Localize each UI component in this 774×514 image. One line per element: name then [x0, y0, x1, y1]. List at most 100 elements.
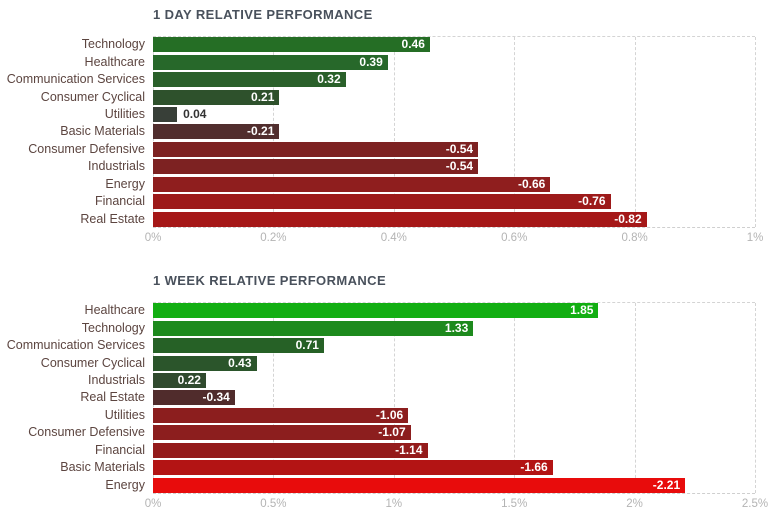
bar[interactable]: 0.32: [153, 72, 346, 88]
category-label: Real Estate: [80, 390, 145, 405]
bar-value-label: 0.71: [295, 338, 319, 353]
category-label: Energy: [105, 176, 145, 191]
x-axis-tick-label: 0.6%: [501, 232, 528, 244]
category-label: Utilities: [104, 407, 145, 422]
bar-value-label: 0.46: [401, 37, 425, 52]
bar[interactable]: 0.71: [153, 338, 324, 354]
chart-1week-performance: 1 WEEK RELATIVE PERFORMANCE Healthcare 1.…: [0, 273, 774, 514]
category-label: Consumer Cyclical: [40, 89, 145, 104]
category-label: Communication Services: [6, 338, 145, 353]
bar-value-label: -0.54: [445, 141, 474, 156]
bar-rows: Technology 0.46 Healthcare 0.39 Communicatio…: [7, 36, 755, 228]
plot-area: Healthcare 1.85 Technology 1.33 Communicatio…: [0, 302, 774, 514]
bar-value-label: -2.21: [652, 477, 681, 492]
chart-title: 1 DAY RELATIVE PERFORMANCE: [153, 7, 373, 22]
bar-row: Basic Materials -1.66: [60, 459, 755, 476]
bar-value-label: 0.39: [359, 54, 383, 69]
bar-value-label: -1.14: [395, 442, 423, 457]
bar-value-label: -1.07: [378, 425, 406, 440]
bar-value-label: -0.54: [445, 159, 474, 174]
bar-row: Industrials 0.22: [88, 372, 755, 389]
bar[interactable]: -1.14: [153, 442, 428, 458]
bar-row: Basic Materials -0.21: [60, 123, 755, 140]
bar[interactable]: [153, 107, 178, 123]
category-label: Industrials: [88, 159, 145, 174]
bar[interactable]: -1.07: [153, 425, 411, 441]
x-axis-tick-label: 2%: [626, 498, 643, 510]
chart-title: 1 WEEK RELATIVE PERFORMANCE: [153, 273, 387, 288]
chart-1day-performance: 1 DAY RELATIVE PERFORMANCE Technology 0.4…: [0, 7, 774, 248]
bar[interactable]: 0.43: [153, 355, 257, 371]
bar[interactable]: 1.85: [153, 303, 599, 319]
bar[interactable]: 0.39: [153, 54, 388, 70]
bar[interactable]: -1.66: [153, 460, 553, 476]
bar[interactable]: 1.33: [153, 320, 474, 336]
bar-value-label: -0.21: [247, 124, 275, 139]
bar[interactable]: -0.66: [153, 176, 551, 192]
bar[interactable]: -1.06: [153, 407, 409, 423]
x-axis-tick-label: 0.4%: [380, 232, 407, 244]
bar-row: Industrials -0.54: [88, 158, 755, 175]
category-label: Financial: [94, 442, 145, 457]
category-label: Financial: [94, 194, 145, 209]
bar-value-label: 1.85: [570, 303, 594, 318]
x-axis: 0% 0.5% 1% 1.5% 2% 2.5%: [145, 494, 768, 514]
bar-value-label: 0.43: [228, 355, 252, 370]
bar-value-label: 1.33: [444, 320, 469, 335]
bar-value-label: -0.66: [517, 176, 546, 191]
bar-row: Utilities -1.06: [105, 407, 755, 424]
bar-row: Energy -2.21: [105, 477, 755, 494]
category-label: Technology: [81, 37, 145, 52]
bar-value-label: 0.04: [183, 107, 207, 122]
bar-row: Healthcare 0.39: [85, 53, 755, 70]
category-label: Real Estate: [80, 211, 145, 226]
x-axis: 0% 0.2% 0.4% 0.6% 0.8% 1%: [145, 228, 764, 248]
category-label: Energy: [105, 477, 145, 492]
grid-line: [755, 303, 756, 493]
bar-row: Healthcare 1.85: [85, 302, 755, 319]
bar-row: Consumer Defensive -1.07: [28, 424, 755, 441]
bar-value-label: -1.06: [375, 407, 404, 422]
category-label: Basic Materials: [60, 460, 145, 475]
bar-row: Real Estate -0.82: [80, 211, 755, 228]
x-axis-tick-label: 1.5%: [501, 498, 528, 510]
bar-row: Communication Services 0.71: [7, 337, 755, 354]
x-axis-tick-label: 0.5%: [260, 498, 287, 510]
bar[interactable]: -0.34: [153, 390, 235, 406]
x-axis-tick-label: 0%: [144, 498, 162, 510]
plot-area: Technology 0.46 Healthcare 0.39 Communicatio…: [0, 36, 774, 248]
bar-row: Financial -1.14: [95, 442, 755, 459]
bar[interactable]: 0.21: [153, 89, 280, 105]
bar[interactable]: -0.54: [153, 159, 479, 175]
bar-value-label: -0.82: [614, 211, 642, 226]
bar[interactable]: -0.21: [153, 124, 280, 140]
bar-value-label: -0.34: [202, 390, 230, 405]
bar-row: Technology 0.46: [82, 36, 755, 53]
x-axis-tick-label: 1%: [385, 498, 403, 510]
bar[interactable]: -2.21: [153, 477, 686, 493]
bar[interactable]: 0.46: [153, 37, 430, 53]
bar[interactable]: -0.82: [153, 211, 647, 227]
x-axis-tick-label: 1%: [746, 232, 764, 244]
bar[interactable]: -0.54: [153, 141, 479, 157]
bar[interactable]: -0.76: [153, 194, 611, 210]
category-label: Consumer Cyclical: [40, 355, 145, 370]
category-label: Communication Services: [6, 72, 145, 87]
bar-row: Real Estate -0.34: [80, 389, 755, 406]
bar-value-label: 0.32: [317, 72, 341, 87]
grid-line: [755, 37, 756, 227]
bar[interactable]: 0.22: [153, 373, 206, 389]
bar-row: Financial -0.76: [95, 193, 755, 210]
bar-row: Consumer Cyclical 0.21: [41, 88, 755, 105]
category-label: Utilities: [104, 107, 145, 122]
category-label: Technology: [81, 320, 145, 335]
category-label: Industrials: [88, 373, 145, 388]
x-axis-tick-label: 0%: [144, 232, 162, 244]
category-label: Consumer Defensive: [28, 425, 145, 440]
category-label: Consumer Defensive: [28, 141, 145, 156]
bar-row: Consumer Cyclical 0.43: [41, 354, 755, 371]
bar-value-label: -0.76: [578, 194, 606, 209]
bar-value-label: 0.22: [177, 373, 201, 388]
bar-row: Utilities 0.04: [105, 106, 755, 123]
